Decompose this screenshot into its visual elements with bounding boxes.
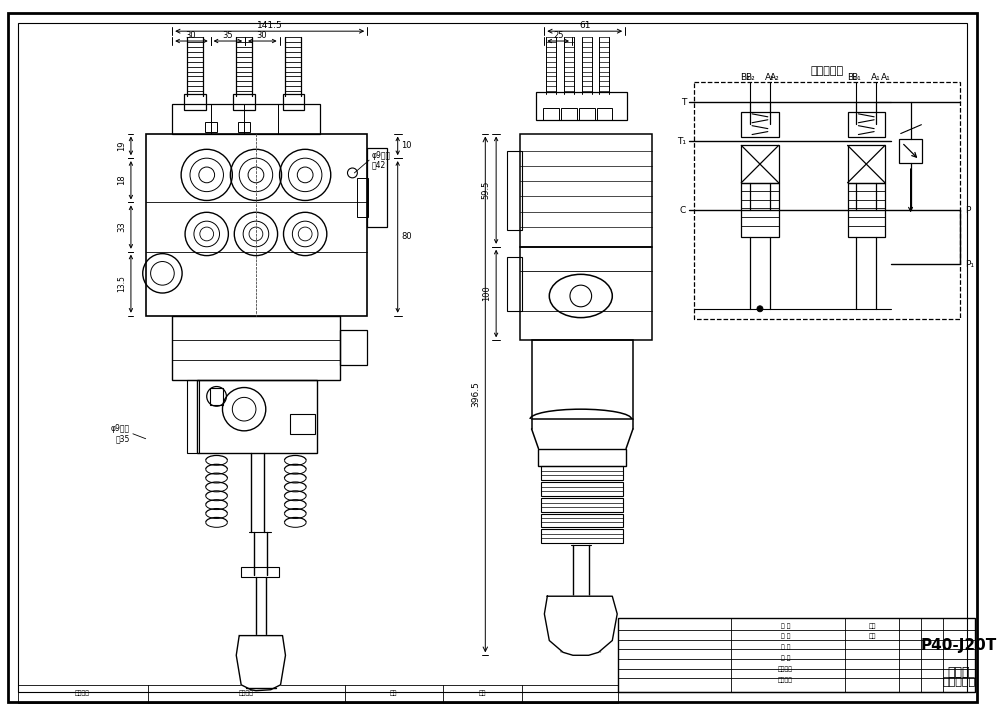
Text: 图幅: 图幅	[868, 633, 876, 639]
Bar	[210, 388, 223, 405]
Bar	[238, 122, 250, 132]
Text: φ9螺孔: φ9螺孔	[372, 151, 391, 159]
Bar	[536, 92, 627, 120]
Bar	[172, 104, 320, 134]
Text: T: T	[681, 97, 686, 107]
Bar	[741, 183, 779, 237]
Bar	[532, 340, 633, 419]
Text: 13.5: 13.5	[118, 275, 127, 292]
Bar	[561, 108, 577, 120]
Bar	[741, 145, 779, 183]
Bar	[541, 466, 623, 480]
Text: 液压原理图: 液压原理图	[810, 66, 843, 76]
Bar	[241, 567, 279, 576]
Bar	[290, 414, 315, 434]
Text: 设计人员: 设计人员	[239, 691, 254, 696]
Text: P40-J20T: P40-J20T	[921, 638, 997, 653]
Bar	[848, 183, 885, 237]
Bar	[520, 247, 652, 340]
Bar	[357, 178, 368, 217]
Bar	[899, 139, 922, 163]
Text: P₁: P₁	[965, 260, 974, 269]
Bar	[538, 448, 626, 466]
Bar	[741, 112, 779, 137]
Text: A₂: A₂	[765, 73, 775, 82]
Bar	[541, 482, 623, 495]
Text: A₁: A₁	[881, 73, 891, 82]
Text: 图号: 图号	[868, 623, 876, 628]
Bar	[520, 134, 652, 247]
Polygon shape	[236, 636, 285, 691]
Polygon shape	[544, 596, 617, 655]
Bar	[233, 94, 255, 110]
Text: 30: 30	[257, 31, 267, 39]
Text: T₁: T₁	[677, 137, 686, 146]
Text: 18: 18	[118, 174, 127, 185]
Text: 19: 19	[118, 140, 127, 151]
Text: 80: 80	[401, 232, 412, 242]
Text: B₁: B₁	[852, 73, 861, 82]
Text: 35: 35	[222, 31, 233, 39]
Bar	[197, 380, 317, 453]
Bar	[541, 498, 623, 511]
Bar	[597, 108, 612, 120]
Bar	[184, 94, 206, 110]
Bar	[205, 122, 217, 132]
Text: B₁: B₁	[847, 73, 856, 82]
Text: 单位名称: 单位名称	[75, 691, 90, 696]
Bar	[367, 148, 387, 227]
Text: 外型尺寸图: 外型尺寸图	[942, 677, 975, 687]
Text: 校 对: 校 对	[781, 633, 790, 639]
Text: A₁: A₁	[871, 73, 881, 82]
Text: C: C	[680, 206, 686, 214]
Text: 100: 100	[482, 285, 491, 301]
Text: 高35: 高35	[116, 434, 130, 443]
Text: 396.5: 396.5	[471, 382, 480, 408]
Bar	[618, 618, 975, 691]
Bar	[340, 330, 367, 365]
Bar	[187, 380, 199, 453]
Text: 59.5: 59.5	[482, 180, 491, 199]
Text: B₂: B₂	[745, 73, 755, 82]
Text: 工艺审核: 工艺审核	[778, 666, 793, 672]
Text: φ9螺孔: φ9螺孔	[111, 425, 130, 433]
Text: 141.5: 141.5	[257, 21, 283, 30]
Text: 33: 33	[118, 222, 127, 232]
Text: 版次: 版次	[479, 691, 486, 696]
Text: 标准化审: 标准化审	[778, 677, 793, 683]
Bar	[507, 152, 522, 230]
Bar	[541, 513, 623, 527]
Text: 高42: 高42	[372, 161, 386, 169]
Bar	[694, 82, 960, 319]
Bar	[541, 529, 623, 543]
Bar	[848, 145, 885, 183]
Text: 25: 25	[553, 31, 563, 39]
Circle shape	[757, 306, 763, 312]
Text: 审 核: 审 核	[781, 645, 790, 650]
Text: A₂: A₂	[770, 73, 780, 82]
Bar	[543, 108, 559, 120]
Text: 日期: 日期	[390, 691, 398, 696]
Text: 30: 30	[186, 31, 196, 39]
Text: 61: 61	[579, 21, 590, 30]
Bar	[848, 112, 885, 137]
Text: 设 计: 设 计	[781, 623, 790, 628]
Bar	[18, 685, 618, 703]
Text: 10: 10	[401, 141, 412, 150]
Bar	[283, 94, 304, 110]
Text: P: P	[965, 206, 970, 214]
Text: 批 准: 批 准	[781, 656, 790, 661]
Bar	[507, 257, 522, 311]
Bar	[579, 108, 595, 120]
Bar	[172, 315, 340, 380]
Bar	[146, 134, 367, 315]
Text: 多路阀: 多路阀	[948, 666, 970, 679]
Text: B₂: B₂	[740, 73, 750, 82]
